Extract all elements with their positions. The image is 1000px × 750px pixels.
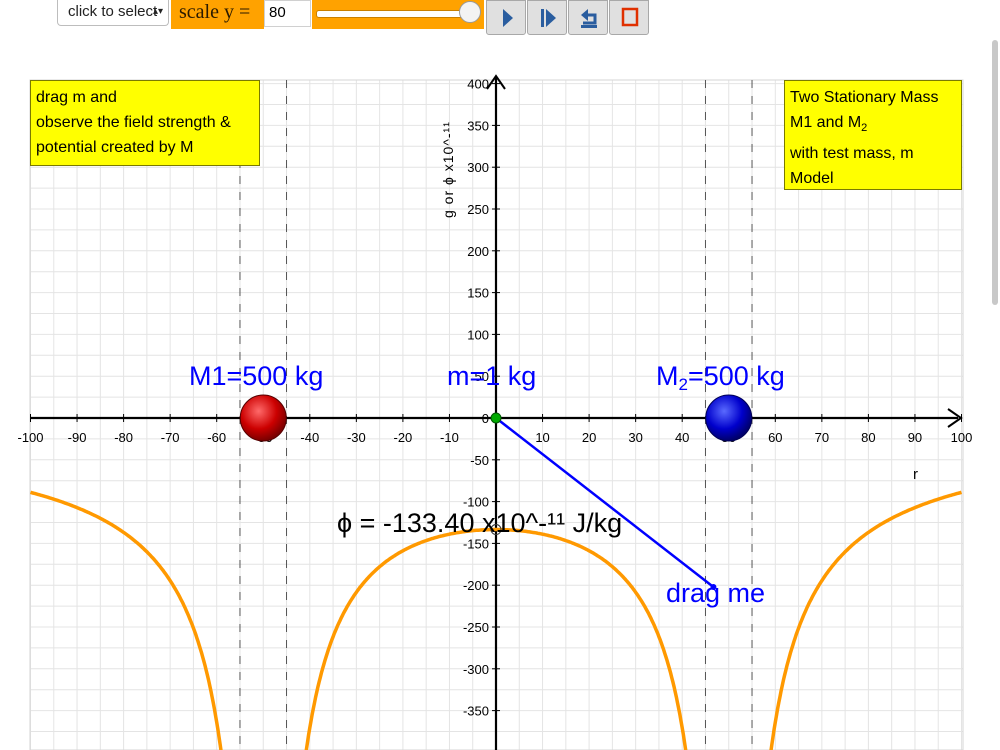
x-tick-label: -100 — [17, 430, 43, 445]
title-line-main: M1 and M — [790, 114, 862, 131]
potential-marker — [490, 524, 502, 536]
vertical-scrollbar[interactable] — [992, 40, 998, 305]
graph-labels: g or ϕ x10^-¹¹ r M1=500 kg m=1 kg M2=500 kg ϕ… — [189, 121, 918, 608]
scale-slider[interactable] — [312, 0, 484, 29]
test-mass-label: m=1 kg — [447, 361, 536, 391]
y-tick-label: -250 — [463, 620, 489, 635]
y-tick-label: 250 — [467, 202, 489, 217]
tick-labels: -100-90-80-70-60-50-40-30-20-10102030405… — [17, 77, 972, 719]
potential-curve-right — [769, 490, 963, 750]
y-axis-arrow — [486, 74, 506, 90]
x-tick-label: 80 — [861, 430, 875, 445]
x-tick-label: 70 — [815, 430, 829, 445]
play-triangle-icon — [503, 9, 513, 27]
play-button[interactable] — [527, 0, 567, 35]
y-tick-label: 100 — [467, 327, 489, 342]
slider-fill — [317, 11, 469, 17]
reset-button[interactable] — [568, 0, 608, 35]
y-tick-label: 350 — [467, 118, 489, 133]
title-line: Two Stationary Mass — [790, 89, 939, 106]
instruction-box: drag m and observe the field strength & … — [30, 80, 260, 166]
title-box: Two Stationary Mass M1 and M2 with test … — [784, 80, 962, 190]
step-forward-icon — [541, 9, 556, 27]
stop-square-icon — [621, 7, 639, 27]
title-line: Model — [790, 170, 834, 188]
instruction-line: observe the field strength & — [36, 114, 231, 131]
mass-m1[interactable] — [239, 394, 287, 442]
x-tick-label: -80 — [114, 430, 133, 445]
masses[interactable] — [239, 394, 753, 591]
y-axis-label: g or ϕ x10^-¹¹ — [440, 121, 456, 218]
y-tick-label: 300 — [467, 160, 489, 175]
potential-curves — [29, 490, 963, 750]
potential-readout: ϕ = -133.40 x10^-¹¹ J/kg — [337, 508, 622, 538]
undo-arrow-icon — [581, 9, 597, 28]
scale-y-label: scale y = — [171, 0, 264, 29]
y-tick-label: -200 — [463, 578, 489, 593]
potential-curve-middle — [304, 527, 688, 750]
stop-button[interactable] — [609, 0, 649, 35]
y-tick-label: -100 — [463, 495, 489, 510]
x-tick-label: 90 — [908, 430, 922, 445]
step-forward-button[interactable] — [486, 0, 526, 35]
x-tick-label: -10 — [440, 430, 459, 445]
drag-me-label: drag me — [666, 578, 765, 608]
scale-y-input[interactable]: 80 — [264, 0, 311, 27]
mass-m2[interactable] — [705, 394, 753, 442]
slider-thumb[interactable] — [459, 1, 481, 23]
x-tick-label: -90 — [68, 430, 87, 445]
drag-handle[interactable] — [710, 584, 717, 591]
mass2-label: M2=500 kg — [656, 361, 785, 394]
x-tick-label: -70 — [161, 430, 180, 445]
mass1-label: M1=500 kg — [189, 361, 323, 391]
x-tick-label: -60 — [207, 430, 226, 445]
y-tick-label: 200 — [467, 244, 489, 259]
x-tick-label: -30 — [347, 430, 366, 445]
y-tick-label: -350 — [463, 704, 489, 719]
y-tick-label: -50 — [470, 453, 489, 468]
instruction-line: potential created by M — [36, 139, 194, 156]
title-line-sub: 2 — [861, 122, 868, 135]
x-tick-label: 60 — [768, 430, 782, 445]
toolbar: click to select ▴▾ scale y = 80 — [0, 0, 1000, 35]
x-tick-label: 40 — [675, 430, 689, 445]
title-line: with test mass, m — [790, 145, 914, 163]
x-tick-label: -20 — [394, 430, 413, 445]
potential-curve-left — [29, 490, 223, 750]
y-tick-label: 0 — [482, 411, 489, 426]
x-axis-label: r — [913, 466, 918, 483]
chevron-updown-icon: ▴▾ — [152, 6, 163, 17]
y-tick-label: 50 — [475, 369, 489, 384]
y-tick-label: -150 — [463, 536, 489, 551]
test-mass-m[interactable] — [490, 412, 502, 424]
title-line: M1 and M2 — [790, 110, 956, 141]
x-tick-label: 20 — [582, 430, 596, 445]
mode-select-label: click to select — [68, 3, 158, 20]
drag-line — [495, 417, 715, 589]
y-tick-label: 150 — [467, 286, 489, 301]
x-tick-label: 10 — [535, 430, 549, 445]
instruction-line: drag m and — [36, 89, 117, 106]
x-tick-label: 100 — [951, 430, 973, 445]
y-tick-label: 400 — [467, 77, 489, 92]
y-tick-label: -300 — [463, 662, 489, 677]
mode-select[interactable]: click to select ▴▾ — [57, 0, 169, 26]
x-tick-label: 30 — [628, 430, 642, 445]
x-tick-label: -40 — [300, 430, 319, 445]
